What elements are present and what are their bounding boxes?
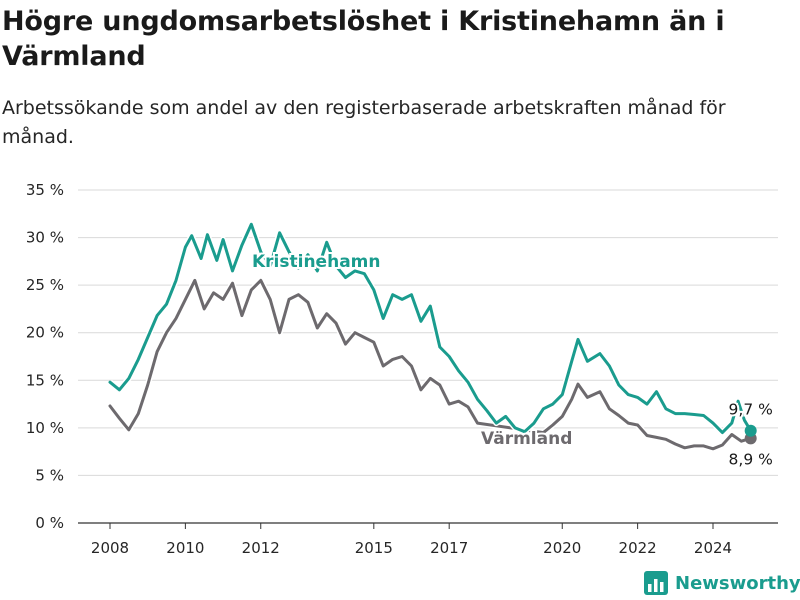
x-tick-label: 2012 xyxy=(242,539,280,557)
x-tick-label: 2015 xyxy=(355,539,393,557)
y-tick-label: 30 % xyxy=(26,229,64,247)
chart-gridlines xyxy=(78,189,778,524)
y-tick-label: 15 % xyxy=(26,371,64,389)
series-label-varmland: Värmland xyxy=(481,429,572,449)
y-tick-label: 5 % xyxy=(35,466,64,484)
y-tick-label: 20 % xyxy=(26,324,64,342)
x-tick-label: 2022 xyxy=(619,539,657,557)
y-tick-label: 25 % xyxy=(26,276,64,294)
x-tick-label: 2020 xyxy=(543,539,581,557)
brand-name: Newsworthy xyxy=(675,572,800,594)
bar-chart-logo-icon xyxy=(644,571,668,595)
x-tick-label: 2010 xyxy=(166,539,204,557)
kristinehamn-line-halo xyxy=(108,221,754,436)
y-tick-label: 35 % xyxy=(26,181,64,199)
end-value-label-varmland: 8,9 % xyxy=(729,450,773,468)
kristinehamn-end-point xyxy=(744,424,757,437)
series-label-kristinehamn: Kristinehamn xyxy=(252,252,380,272)
y-tick-label: 10 % xyxy=(26,419,64,437)
chart-labels: Kristinehamn Värmland 9,7 % 8,9 % xyxy=(250,250,775,470)
y-tick-label: 0 % xyxy=(35,514,64,532)
y-axis: 0 % 5 % 10 % 15 % 20 % 25 % 30 % 35 % xyxy=(26,181,64,532)
kristinehamn-line xyxy=(108,222,753,435)
x-tick-label: 2017 xyxy=(430,539,468,557)
chart-series xyxy=(107,221,757,452)
x-axis: 2008 2010 2012 2015 2017 2020 2022 2024 xyxy=(91,523,732,557)
x-tick-label: 2008 xyxy=(91,539,129,557)
newsworthy-logo: Newsworthy xyxy=(643,568,800,598)
x-tick-label: 2024 xyxy=(694,539,732,557)
page-subtitle: Arbetssökande som andel av den registerb… xyxy=(2,97,726,148)
end-value-label-kristinehamn: 9,7 % xyxy=(729,401,773,419)
varmland-line xyxy=(108,278,753,451)
page-title: Högre ungdomsarbetslöshet i Kristinehamn… xyxy=(2,6,725,72)
